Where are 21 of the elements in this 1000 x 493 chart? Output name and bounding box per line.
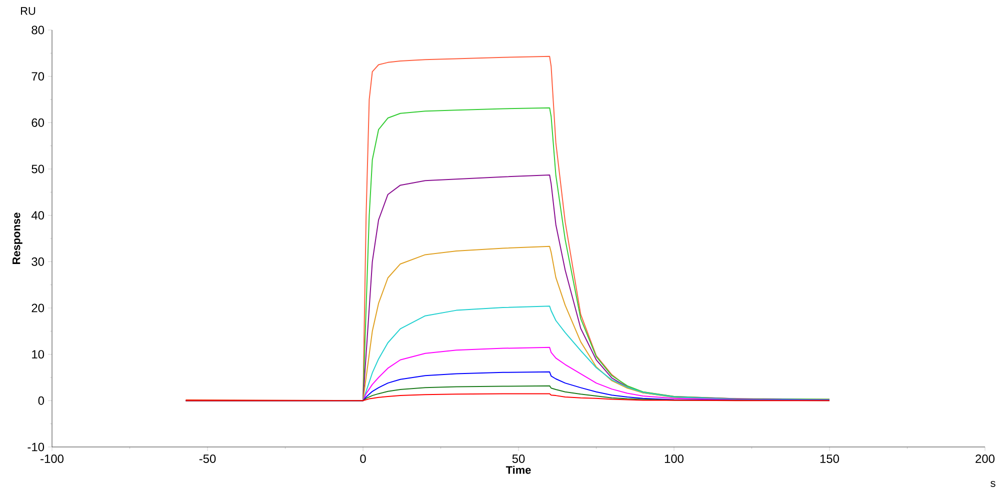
- y-tick-label: 0: [38, 396, 44, 405]
- text: s: [990, 480, 996, 487]
- y-tick-label: 30: [32, 257, 44, 266]
- x-tick-label: 50: [512, 454, 525, 463]
- y-tick-label: 70: [32, 72, 44, 81]
- y-tick-label: 50: [32, 164, 44, 174]
- x-tick-label: -100: [40, 454, 64, 463]
- x-axis-title: Time: [506, 466, 531, 474]
- x-tick-label: 0: [360, 454, 366, 463]
- y-tick-label: -10: [28, 442, 44, 452]
- x-tick-label: 100: [664, 454, 684, 463]
- y-tick-label: 20: [32, 304, 44, 312]
- y-tick-label: 60: [32, 118, 44, 127]
- y-axis-title: Response: [12, 212, 22, 264]
- y-tick-label: 40: [31, 211, 44, 220]
- x-tick-label: 150: [820, 454, 840, 463]
- y-tick-label: 80: [32, 26, 44, 34]
- x-tick-label: 200: [976, 454, 995, 463]
- y-tick-label: 10: [32, 350, 44, 359]
- text: RU: [21, 7, 36, 15]
- x-tick-label: -50: [199, 454, 216, 463]
